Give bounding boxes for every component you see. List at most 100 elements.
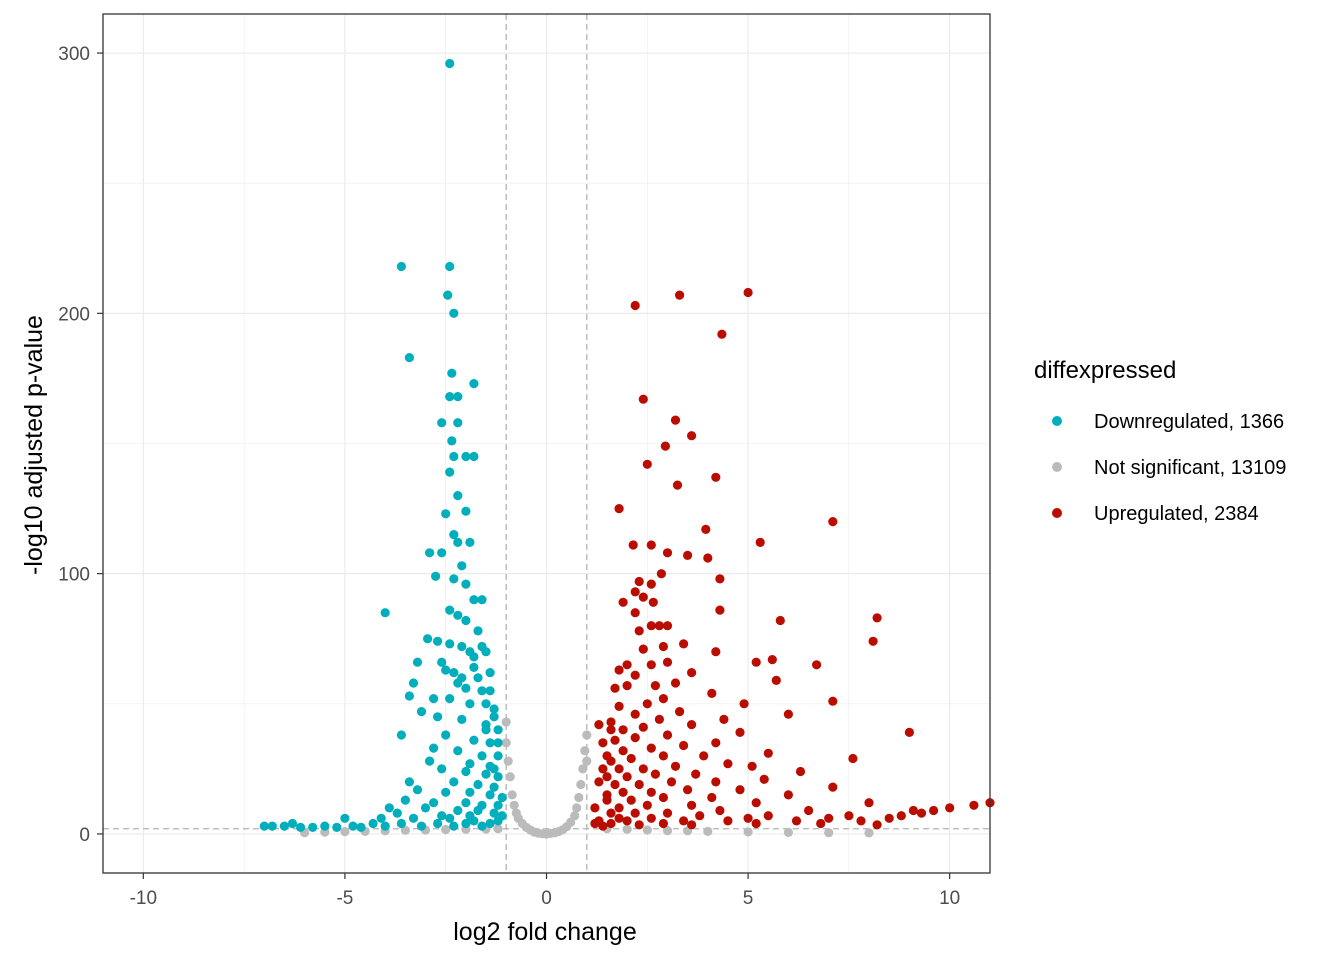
data-point-upregulated [642,699,652,709]
data-point-upregulated [711,472,721,482]
data-point-downregulated [481,725,491,735]
data-point-upregulated [816,818,826,829]
data-point-downregulated [429,743,439,753]
data-point-upregulated [638,722,648,732]
data-point-not-significant [642,825,652,835]
data-point-downregulated [469,735,479,745]
data-point-upregulated [626,753,636,764]
data-point-downregulated [396,261,406,272]
data-point-downregulated [437,811,447,821]
data-point-downregulated [396,730,406,740]
data-point-downregulated [489,808,499,818]
data-point-upregulated [711,738,721,748]
data-point-not-significant [441,824,451,835]
data-point-not-significant [576,779,586,790]
data-point-downregulated [493,772,503,782]
data-point-downregulated [477,595,487,605]
x-tick-label: -10 [130,888,157,909]
data-point-downregulated [445,813,455,823]
data-point-upregulated [711,647,721,657]
data-point-upregulated [610,735,620,745]
data-point-downregulated [429,694,439,704]
data-point-upregulated [622,660,632,670]
data-point-upregulated [662,730,673,740]
data-point-upregulated [658,751,669,761]
data-point-upregulated [666,777,677,787]
data-point-upregulated [598,738,608,748]
data-point-not-significant [662,826,673,836]
data-point-downregulated [449,777,459,787]
data-point-downregulated [380,608,390,618]
data-point-downregulated [437,764,447,774]
data-point-downregulated [461,579,471,589]
data-point-downregulated [485,818,495,829]
y-tick-label: 200 [58,304,90,325]
data-point-upregulated [614,803,624,813]
data-point-downregulated [431,571,441,581]
data-point-upregulated [687,820,697,830]
data-point-upregulated [763,811,773,821]
data-point-upregulated [654,714,665,725]
data-point-upregulated [662,548,673,558]
data-point-upregulated [896,811,906,821]
data-point-upregulated [743,287,753,298]
data-point-upregulated [783,790,794,800]
data-point-downregulated [493,751,503,761]
data-point-upregulated [598,821,608,831]
x-tick-label: 5 [743,888,754,909]
data-point-upregulated [606,818,616,829]
data-point-upregulated [630,670,640,680]
data-point-downregulated [320,821,330,831]
data-point-downregulated [461,683,471,693]
data-point-upregulated [630,808,640,818]
data-point-upregulated [872,613,882,623]
data-point-upregulated [630,709,640,719]
data-point-upregulated [864,798,874,808]
data-point-downregulated [443,290,453,300]
data-point-not-significant [582,756,592,766]
data-point-upregulated [719,714,729,725]
data-point-downregulated [437,418,447,428]
data-point-downregulated [425,548,435,558]
data-point-upregulated [695,811,705,821]
data-point-upregulated [703,553,713,563]
data-point-downregulated [453,392,463,402]
data-point-downregulated [400,795,410,805]
data-point-upregulated [715,805,725,816]
data-point-not-significant [340,827,350,837]
data-point-downregulated [267,821,277,831]
data-point-upregulated [670,415,681,425]
data-point-not-significant [864,828,874,838]
data-point-upregulated [743,813,753,823]
data-point-downregulated [404,777,414,787]
data-point-upregulated [658,818,669,829]
data-point-downregulated [465,759,475,769]
data-point-upregulated [614,764,624,774]
data-point-not-significant [501,717,511,727]
data-point-upregulated [828,782,838,792]
y-tick-label: 100 [58,565,90,586]
data-point-downregulated [433,818,443,829]
data-point-downregulated [437,548,447,558]
data-point-downregulated [493,816,503,826]
data-point-not-significant [580,746,590,756]
data-point-upregulated [634,626,644,636]
data-point-downregulated [473,805,483,816]
data-point-downregulated [489,704,499,714]
data-point-upregulated [598,764,608,774]
data-point-downregulated [453,610,463,620]
data-point-upregulated [614,701,624,712]
data-point-upregulated [622,681,632,691]
legend-label-upregulated: Upregulated, 2384 [1094,503,1259,525]
legend-title: diffexpressed [1034,357,1176,384]
x-axis-ticks: -10 -5 0 5 10 [130,873,960,909]
data-point-not-significant [743,827,753,837]
data-point-upregulated [717,329,727,339]
data-point-not-significant [783,827,794,838]
data-point-upregulated [618,746,628,756]
data-point-upregulated [654,621,665,631]
data-point-downregulated [461,798,471,808]
data-point-upregulated [610,683,620,693]
data-point-upregulated [638,764,648,774]
